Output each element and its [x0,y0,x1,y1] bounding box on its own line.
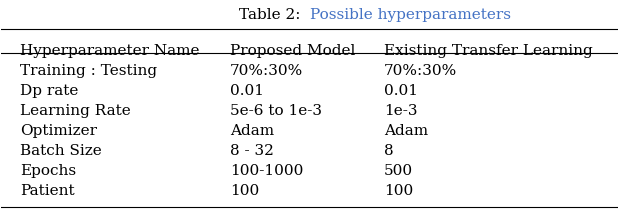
Text: Adam: Adam [230,124,274,138]
Text: 0.01: 0.01 [384,84,418,98]
Text: Possible hyperparameters: Possible hyperparameters [310,8,511,22]
Text: 500: 500 [384,164,413,178]
Text: 8: 8 [384,144,394,158]
Text: Optimizer: Optimizer [20,124,97,138]
Text: 100-1000: 100-1000 [230,164,303,178]
Text: 1e-3: 1e-3 [384,104,417,118]
Text: Hyperparameter Name: Hyperparameter Name [20,44,200,58]
Text: Existing Transfer Learning: Existing Transfer Learning [384,44,593,58]
Text: 0.01: 0.01 [230,84,264,98]
Text: 70%:30%: 70%:30% [384,64,457,77]
Text: Training : Testing: Training : Testing [20,64,157,77]
Text: 5e-6 to 1e-3: 5e-6 to 1e-3 [230,104,322,118]
Text: Table 2:: Table 2: [239,8,310,22]
Text: 70%:30%: 70%:30% [230,64,303,77]
Text: Patient: Patient [20,184,74,198]
Text: Learning Rate: Learning Rate [20,104,131,118]
Text: 100: 100 [384,184,413,198]
Text: Epochs: Epochs [20,164,76,178]
Text: Dp rate: Dp rate [20,84,78,98]
Text: Batch Size: Batch Size [20,144,102,158]
Text: Proposed Model: Proposed Model [230,44,355,58]
Text: 8 - 32: 8 - 32 [230,144,273,158]
Text: Adam: Adam [384,124,428,138]
Text: 100: 100 [230,184,259,198]
